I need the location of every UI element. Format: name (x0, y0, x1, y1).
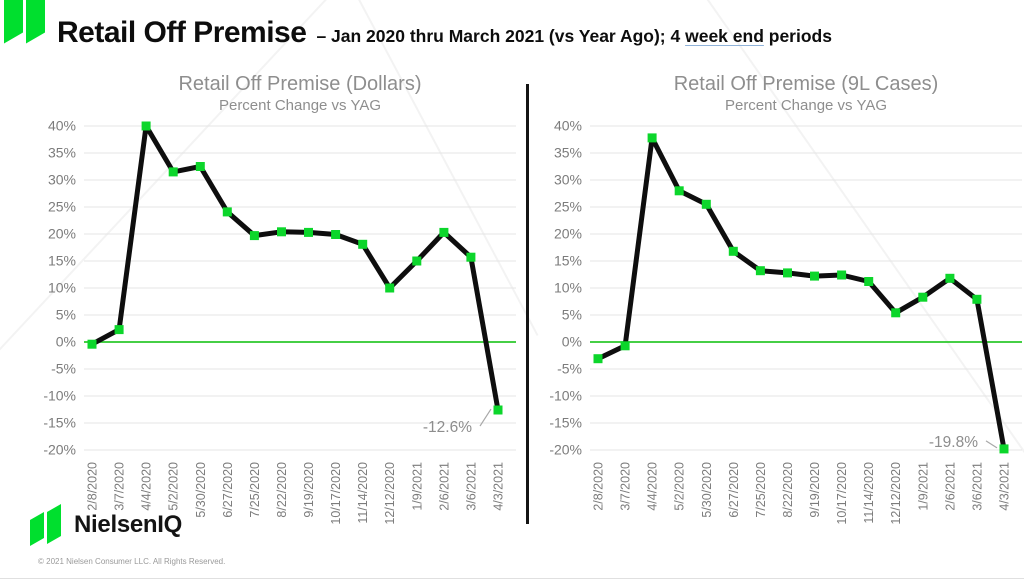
svg-text:-12.6%: -12.6% (423, 419, 472, 436)
svg-text:1/9/2021: 1/9/2021 (916, 462, 930, 511)
svg-text:-10%: -10% (43, 388, 76, 404)
svg-text:0%: 0% (56, 334, 76, 350)
svg-text:20%: 20% (554, 226, 582, 242)
svg-text:15%: 15% (554, 253, 582, 269)
dollars-chart-subtitle: Percent Change vs YAG (218, 97, 382, 114)
panel-divider (526, 84, 529, 524)
svg-text:-20%: -20% (43, 442, 76, 458)
svg-text:25%: 25% (554, 199, 582, 215)
svg-text:4/3/2021: 4/3/2021 (492, 462, 506, 511)
svg-text:4/4/2020: 4/4/2020 (140, 462, 154, 511)
svg-text:-20%: -20% (549, 442, 582, 458)
cases-chart-subtitle: Percent Change vs YAG (724, 97, 888, 114)
svg-text:35%: 35% (48, 145, 76, 161)
copyright-text: © 2021 Nielsen Consumer LLC. All Rights … (38, 557, 226, 566)
svg-text:8/22/2020: 8/22/2020 (275, 462, 289, 518)
svg-text:40%: 40% (554, 118, 582, 134)
svg-text:10/17/2020: 10/17/2020 (329, 462, 343, 525)
header: Retail Off Premise – Jan 2020 thru March… (57, 16, 832, 50)
svg-text:9/19/2020: 9/19/2020 (808, 462, 822, 518)
svg-text:-5%: -5% (51, 361, 76, 377)
svg-text:9/19/2020: 9/19/2020 (302, 462, 316, 518)
dollars-chart-title: Retail Off Premise (Dollars) (178, 73, 422, 95)
svg-text:40%: 40% (48, 118, 76, 134)
svg-text:2/6/2021: 2/6/2021 (437, 462, 451, 511)
logo-parallelogram-icon (26, 0, 45, 44)
svg-text:3/6/2021: 3/6/2021 (970, 462, 984, 511)
svg-text:10%: 10% (48, 280, 76, 296)
svg-text:-15%: -15% (549, 415, 582, 431)
svg-text:-19.8%: -19.8% (929, 434, 978, 451)
svg-text:11/14/2020: 11/14/2020 (356, 462, 370, 524)
svg-text:0%: 0% (562, 334, 582, 350)
svg-text:3/7/2020: 3/7/2020 (113, 462, 127, 511)
svg-text:25%: 25% (48, 199, 76, 215)
svg-text:30%: 30% (554, 172, 582, 188)
svg-text:10/17/2020: 10/17/2020 (835, 462, 849, 525)
page-title: Retail Off Premise (57, 16, 307, 49)
subtitle-underlined: week end (685, 26, 764, 46)
svg-text:12/12/2020: 12/12/2020 (889, 462, 903, 525)
svg-text:2/8/2020: 2/8/2020 (86, 462, 100, 511)
svg-text:5/30/2020: 5/30/2020 (700, 462, 714, 518)
svg-text:7/25/2020: 7/25/2020 (248, 462, 262, 518)
svg-text:2/6/2021: 2/6/2021 (943, 462, 957, 511)
svg-text:10%: 10% (554, 280, 582, 296)
svg-text:1/9/2021: 1/9/2021 (410, 462, 424, 511)
svg-text:5%: 5% (562, 307, 582, 323)
dollars-chart: 40% 35% 30% 25% 20% 15% 10% 5% 0% -5% -10% -15% -20%… (43, 118, 516, 525)
svg-text:5/2/2020: 5/2/2020 (673, 462, 687, 511)
svg-text:15%: 15% (48, 253, 76, 269)
svg-text:6/27/2020: 6/27/2020 (727, 462, 741, 518)
subtitle-suffix: periods (763, 26, 832, 46)
logo-parallelogram-icon (4, 0, 23, 44)
svg-text:5%: 5% (56, 307, 76, 323)
svg-text:5/2/2020: 5/2/2020 (167, 462, 181, 511)
svg-text:4/3/2021: 4/3/2021 (998, 462, 1012, 511)
svg-text:-5%: -5% (557, 361, 582, 377)
cases-chart: 40% 35% 30% 25% 20% 15% 10% 5% 0% -5% -10% -15% -20%… (549, 118, 1022, 525)
svg-text:-10%: -10% (549, 388, 582, 404)
svg-text:5/30/2020: 5/30/2020 (194, 462, 208, 518)
svg-text:8/22/2020: 8/22/2020 (781, 462, 795, 518)
svg-text:3/7/2020: 3/7/2020 (619, 462, 633, 511)
svg-text:7/25/2020: 7/25/2020 (754, 462, 768, 518)
svg-text:-15%: -15% (43, 415, 76, 431)
svg-text:12/12/2020: 12/12/2020 (383, 462, 397, 525)
svg-text:4/4/2020: 4/4/2020 (646, 462, 660, 511)
subtitle-prefix: – Jan 2020 thru March 2021 (vs Year Ago)… (316, 26, 686, 46)
nielseniq-logo-icon (4, 0, 48, 44)
svg-text:11/14/2020: 11/14/2020 (862, 462, 876, 524)
svg-text:2/8/2020: 2/8/2020 (592, 462, 606, 511)
svg-text:6/27/2020: 6/27/2020 (221, 462, 235, 518)
cases-chart-title: Retail Off Premise (9L Cases) (673, 73, 939, 95)
page-subtitle: – Jan 2020 thru March 2021 (vs Year Ago)… (316, 26, 832, 47)
brand-name: NielsenIQ (74, 511, 183, 538)
svg-text:35%: 35% (554, 145, 582, 161)
svg-text:30%: 30% (48, 172, 76, 188)
svg-text:3/6/2021: 3/6/2021 (464, 462, 478, 511)
svg-text:20%: 20% (48, 226, 76, 242)
